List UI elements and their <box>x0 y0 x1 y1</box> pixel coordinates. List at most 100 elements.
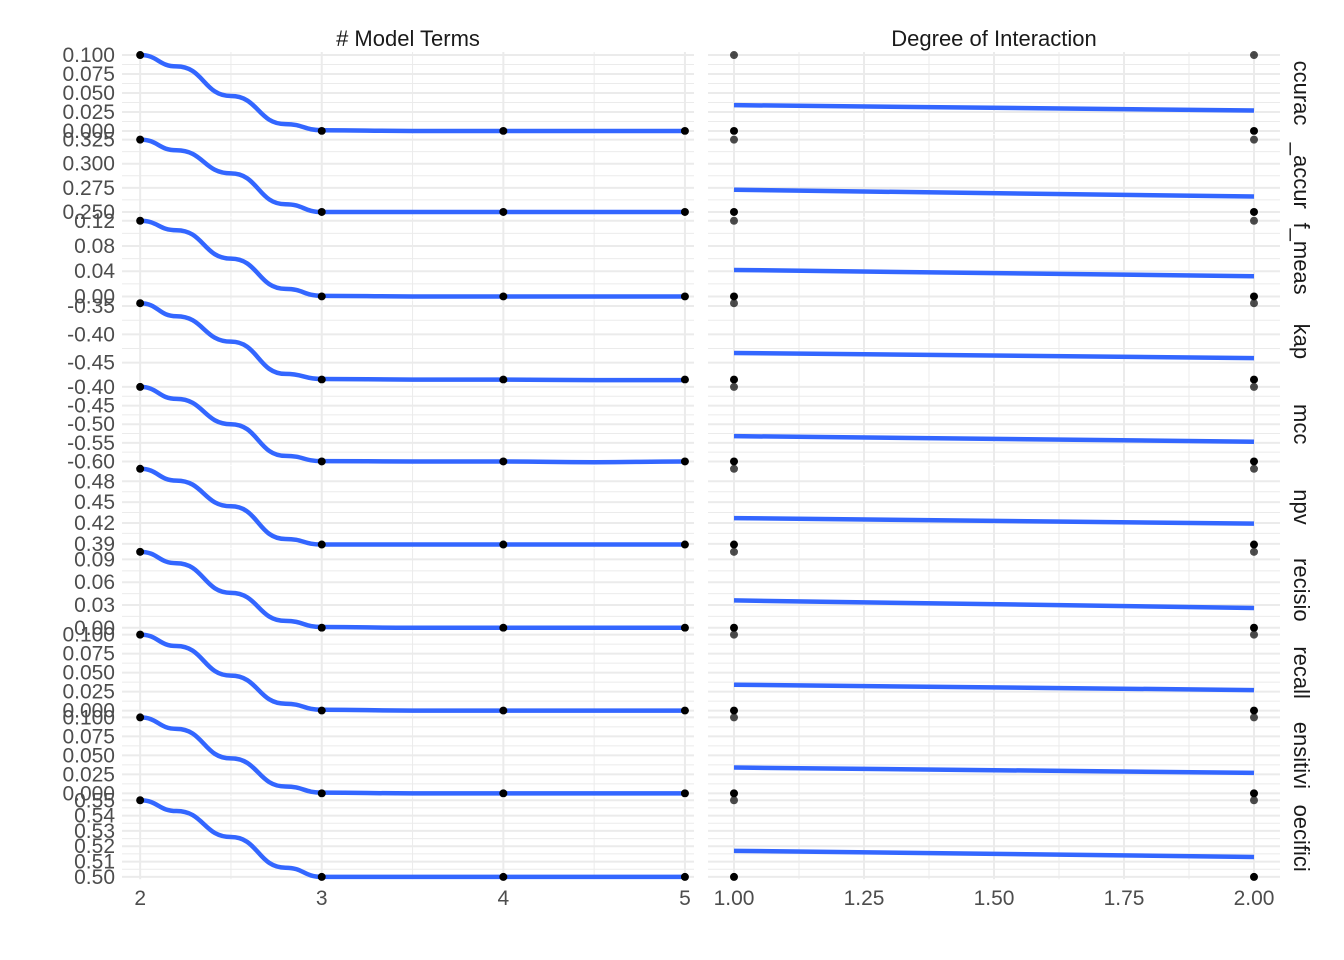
panel-model-terms <box>122 713 694 798</box>
panel-model-terms <box>122 216 694 301</box>
y-tick-label: 0.39 <box>74 533 115 556</box>
x-tick-label: 2 <box>134 887 146 910</box>
facet-row-label: _accur <box>1289 142 1314 209</box>
x-tick-label: 1.50 <box>974 887 1015 910</box>
smooth-line <box>137 549 688 631</box>
y-tick-label: 0.050 <box>62 744 115 767</box>
y-tick-label: 0.300 <box>62 153 115 176</box>
data-point <box>1250 789 1258 798</box>
data-point <box>499 126 508 135</box>
y-tick-label: 0.100 <box>62 624 115 647</box>
y-tick-label: 0.050 <box>62 662 115 685</box>
data-point <box>317 789 326 798</box>
x-tick-label: 2.00 <box>1234 887 1275 910</box>
y-tick-label: 0.50 <box>74 866 115 889</box>
y-tick-label: 0.075 <box>62 643 115 666</box>
data-point <box>136 382 145 391</box>
smooth-line <box>137 798 688 880</box>
data-point <box>730 207 738 216</box>
data-point <box>730 630 738 639</box>
data-point <box>1250 713 1258 722</box>
data-point <box>499 789 508 798</box>
data-point <box>317 540 326 549</box>
facet-row-label: recisio <box>1289 558 1314 622</box>
data-point <box>680 126 689 135</box>
panel-model-terms <box>122 51 694 135</box>
data-point <box>730 299 738 308</box>
smooth-line <box>137 466 688 547</box>
data-point <box>317 126 326 135</box>
data-point <box>730 51 738 60</box>
panel-model-terms <box>122 796 694 881</box>
data-point <box>730 540 738 549</box>
data-point <box>499 292 508 301</box>
y-tick-label: 0.000 <box>62 120 115 143</box>
data-point <box>1250 796 1258 805</box>
panel-model-terms <box>122 547 694 632</box>
y-tick-label: 0.075 <box>62 725 115 748</box>
facet-row-label: oecifici <box>1289 805 1314 872</box>
y-tick-label: 0.48 <box>74 470 115 493</box>
smooth-line <box>137 218 688 299</box>
smooth-line <box>733 598 1255 611</box>
data-point <box>680 706 689 715</box>
data-point <box>317 292 326 301</box>
y-tick-label: 0.52 <box>74 835 115 858</box>
facet-row-f_meas: 0.000.040.080.12 f_meas <box>74 210 1314 309</box>
y-tick-label: 0.025 <box>62 763 115 786</box>
data-point <box>317 623 326 632</box>
data-point <box>730 796 738 805</box>
facet-row-kap: -0.45 -0.40 -0.35 kap <box>67 295 1314 384</box>
y-tick-label: 0.100 <box>62 706 115 729</box>
y-tick-label: 0.025 <box>62 101 115 124</box>
y-tick-label: 0.06 <box>74 571 115 594</box>
y-tick-label: 0.42 <box>74 512 115 535</box>
data-point <box>730 706 738 715</box>
y-tick-label: -0.40 <box>67 376 115 399</box>
data-point <box>1250 457 1258 466</box>
facet-row-label: kap <box>1289 324 1314 359</box>
y-tick-label: 0.03 <box>74 594 115 617</box>
panel-degree-of-interaction <box>708 216 1280 301</box>
data-point <box>1250 547 1258 556</box>
data-point <box>317 457 326 466</box>
smooth-line <box>137 52 688 134</box>
smooth-line <box>137 715 688 796</box>
panel-degree-of-interaction <box>708 134 1280 217</box>
data-point <box>730 872 738 881</box>
data-point <box>136 796 145 805</box>
smooth-line <box>137 384 688 465</box>
y-tick-label: -0.55 <box>67 432 115 455</box>
data-point <box>730 375 738 384</box>
x-tick-label: 1.75 <box>1104 887 1145 910</box>
facet-row-label: mcc <box>1289 404 1314 444</box>
data-point <box>317 207 326 216</box>
panel-degree-of-interaction <box>708 713 1280 798</box>
smooth-line <box>733 765 1255 776</box>
y-tick-label: 0.12 <box>74 210 115 233</box>
data-point <box>730 135 738 144</box>
data-point <box>730 464 738 473</box>
data-point <box>499 207 508 216</box>
panel-model-terms <box>122 299 694 384</box>
facet-row-label: npv <box>1289 489 1314 524</box>
smooth-line <box>733 682 1255 693</box>
data-point <box>730 789 738 798</box>
x-tick-label: 4 <box>497 887 509 910</box>
y-tick-label: 0.100 <box>62 44 115 67</box>
x-tick-label: 1.00 <box>714 887 755 910</box>
y-tick-label: 0.53 <box>74 820 115 843</box>
y-tick-label: -0.45 <box>67 395 115 418</box>
data-point <box>1250 630 1258 639</box>
data-point <box>730 126 738 135</box>
y-tick-label: 0.54 <box>74 805 115 828</box>
panel-model-terms <box>122 630 694 715</box>
data-point <box>680 623 689 632</box>
panel-degree-of-interaction <box>708 796 1280 881</box>
data-point <box>730 382 738 391</box>
data-point <box>1250 464 1258 473</box>
data-point <box>680 292 689 301</box>
data-point <box>136 135 145 144</box>
